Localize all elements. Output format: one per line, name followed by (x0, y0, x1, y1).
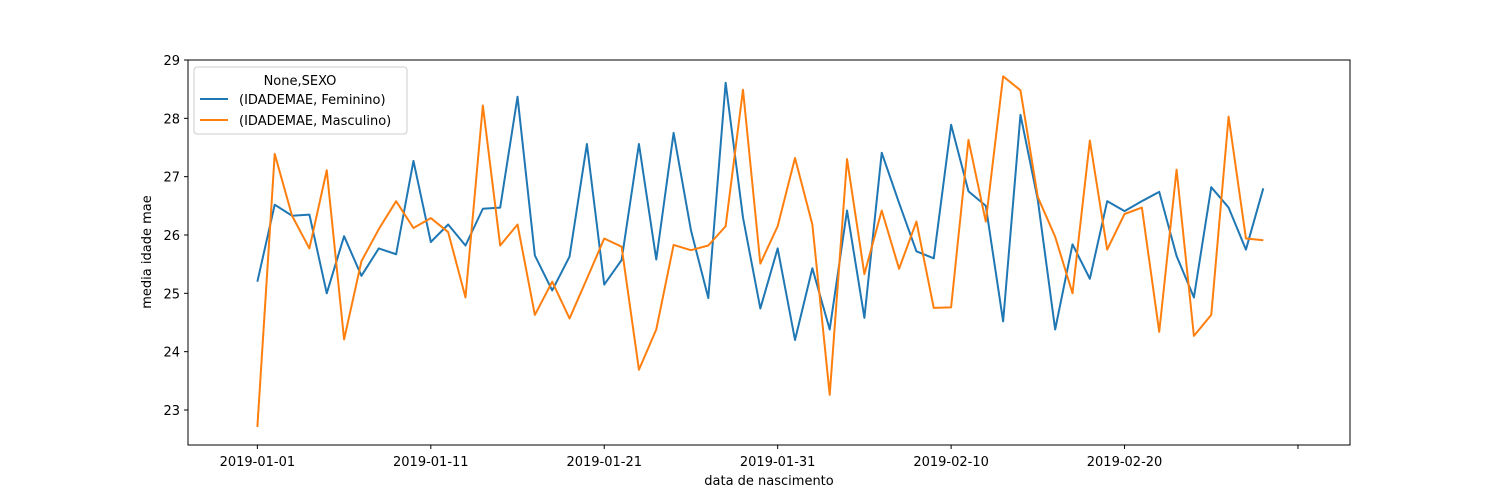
y-tick-label: 23 (163, 404, 180, 419)
y-tick-label: 25 (163, 287, 180, 302)
legend-title: None,SEXO (264, 74, 337, 89)
y-axis-ticks: 23 24 25 26 27 28 29 (163, 54, 188, 419)
x-tick-label: 2019-01-01 (220, 455, 296, 470)
y-axis-label: media idade mae (140, 195, 155, 308)
series-layer (256, 75, 1265, 427)
series-line-0 (256, 81, 1265, 341)
x-tick-label: 2019-01-11 (393, 455, 469, 470)
legend-entry-masculino: (IDADEMAE, Masculino) (239, 114, 391, 129)
legend-box (193, 66, 408, 135)
y-tick-label: 26 (163, 229, 180, 244)
x-axis-ticks: 2019-01-01 2019-01-11 2019-01-21 2019-01-31… (220, 445, 1299, 470)
y-tick-label: 27 (163, 171, 180, 186)
legend-entry-feminino: (IDADEMAE, Feminino) (239, 93, 386, 108)
plot-frame (187, 59, 1351, 446)
x-axis-label: data de nascimento (704, 474, 834, 489)
y-tick-label: 28 (163, 112, 180, 127)
series-line-1 (256, 75, 1264, 427)
x-tick-label: 2019-01-31 (740, 455, 816, 470)
y-tick-label: 29 (163, 54, 180, 69)
x-tick-label: 2019-02-10 (913, 455, 989, 470)
x-tick-label: 2019-01-21 (566, 455, 642, 470)
x-tick-label: 2019-02-20 (1087, 455, 1163, 470)
y-tick-label: 24 (163, 346, 180, 361)
legend: None,SEXO (IDADEMAE, Feminino) (IDADEMAE… (193, 66, 408, 135)
